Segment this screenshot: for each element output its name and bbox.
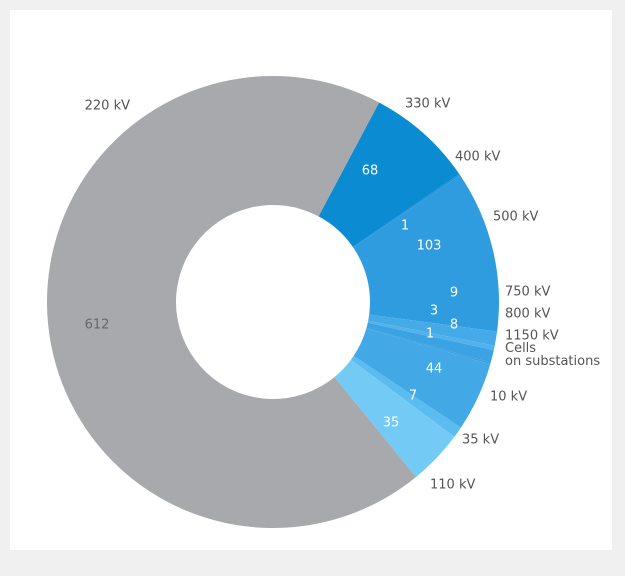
donut-slice	[47, 75, 417, 528]
donut-slice	[318, 102, 460, 248]
category-label: 220 kV	[85, 99, 130, 114]
category-label: 400 kV	[455, 150, 500, 165]
category-label: 800 kV	[505, 307, 550, 322]
value-label: 7	[409, 389, 417, 404]
value-label: 35	[383, 416, 400, 431]
value-label: 68	[362, 164, 379, 179]
donut-slice	[368, 314, 498, 346]
category-label: Cells on substations	[505, 341, 600, 369]
category-label: 750 kV	[505, 285, 550, 300]
donut-slice	[353, 175, 499, 332]
donut-slice	[352, 173, 461, 248]
category-label: 10 kV	[490, 390, 527, 405]
value-label: 8	[450, 318, 458, 333]
donut-slice	[334, 359, 455, 477]
donut-slice	[366, 328, 491, 365]
value-label: 44	[426, 362, 443, 377]
value-label: 1	[426, 327, 434, 342]
value-label: 3	[430, 304, 438, 319]
value-label: 103	[417, 239, 442, 254]
donut-slice	[350, 355, 461, 437]
category-label: 500 kV	[493, 210, 538, 225]
category-label: 35 kV	[462, 433, 499, 448]
value-label: 612	[85, 318, 110, 333]
donut-slice	[366, 322, 494, 363]
donut-slice	[367, 320, 495, 351]
value-label: 1	[401, 219, 409, 234]
donut-slice	[353, 328, 491, 428]
category-label: 1150 kV	[505, 329, 559, 344]
category-label: 330 kV	[405, 97, 450, 112]
category-label: 110 kV	[430, 478, 475, 493]
value-label: 9	[450, 286, 458, 301]
